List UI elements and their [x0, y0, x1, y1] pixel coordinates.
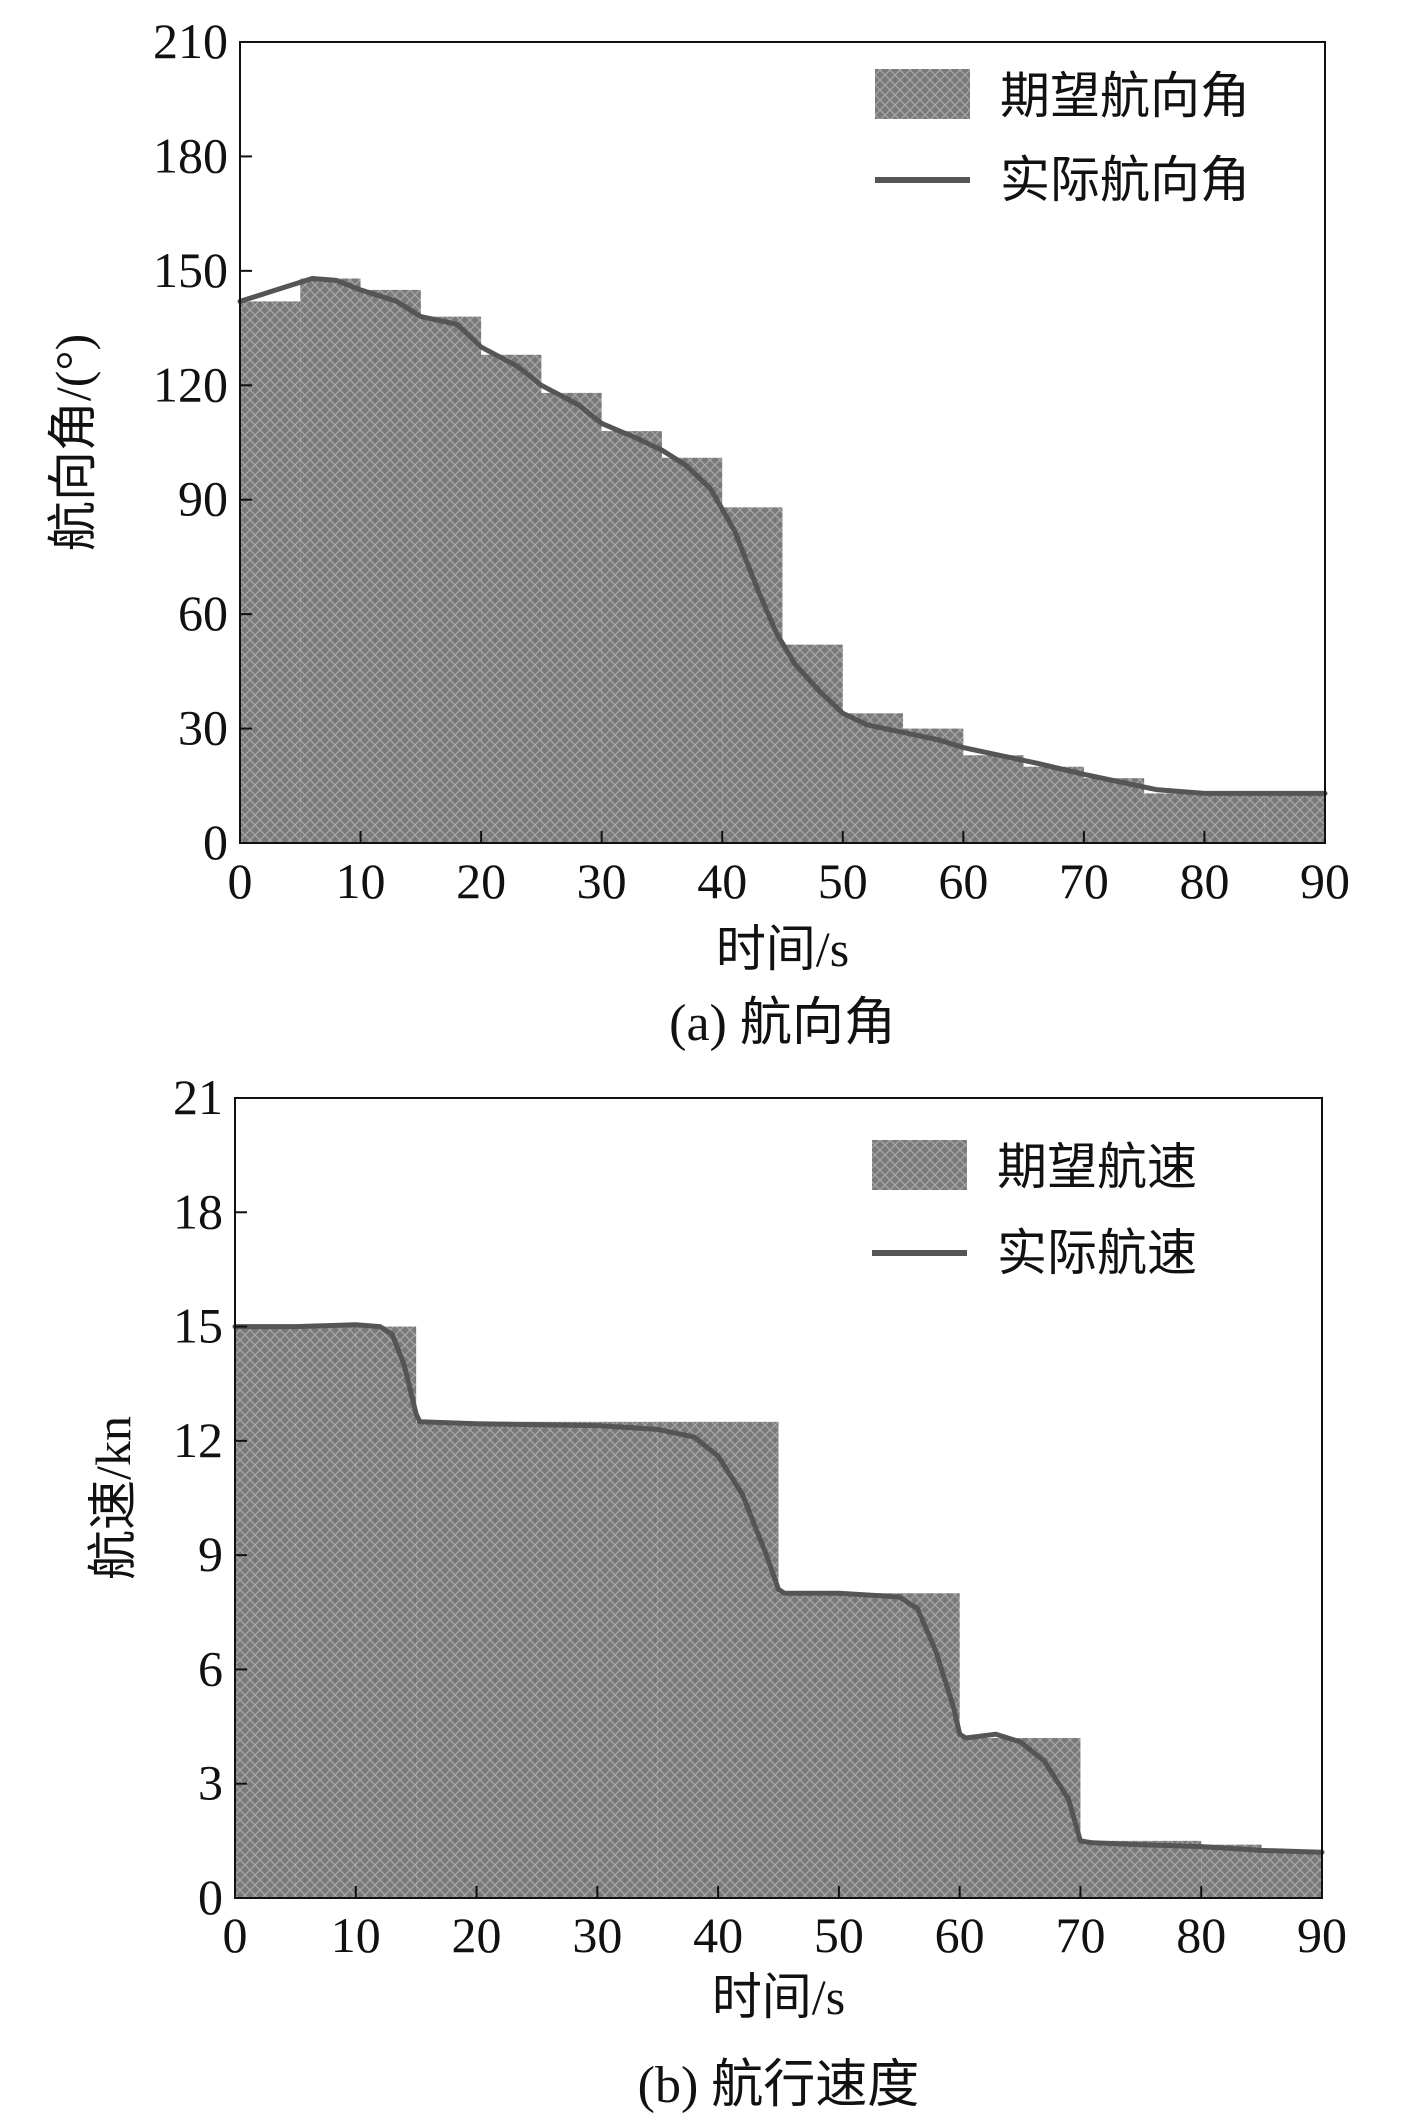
bar [778, 1593, 839, 1898]
plot-frame [234, 1097, 1323, 1899]
bar [416, 1421, 477, 1898]
chart-heading-angle: 0 30 60 90 120 150 180 210 0 10 20 30 40 50 60 70 80 90 时间… [45, 13, 1350, 1052]
x-tick-label: 80 [1179, 853, 1229, 909]
y-axis-label: 航向角/(°) [45, 334, 101, 551]
y-tick-label: 210 [153, 13, 228, 69]
bar [597, 1421, 658, 1898]
x-tick-label: 0 [223, 1907, 248, 1963]
chart-speed: 0 3 6 9 12 15 18 21 0 10 20 30 40 50 60 70 80 90 时间/s 航速/kn… [85, 1070, 1347, 2114]
bar [295, 1326, 356, 1898]
bar [1264, 793, 1325, 843]
y-tick-label: 90 [178, 471, 228, 527]
y-tick-label: 120 [153, 356, 228, 412]
x-tick-label: 30 [572, 1907, 622, 1963]
legend-label-actual: 实际航速 [997, 1225, 1197, 1281]
y-tick-label: 30 [178, 700, 228, 756]
x-tick-label: 40 [697, 853, 747, 909]
bar [420, 316, 482, 844]
bar [360, 289, 421, 843]
y-tick-label: 12 [173, 1412, 223, 1468]
bar [899, 1593, 960, 1898]
x-tick-label: 30 [577, 853, 627, 909]
bar [657, 1421, 719, 1898]
y-tick-label: 15 [173, 1298, 223, 1354]
x-tick-label: 0 [228, 853, 253, 909]
x-tick-label: 90 [1300, 853, 1350, 909]
bar-series [235, 1326, 1322, 1898]
x-tick-label: 60 [938, 853, 988, 909]
bar [959, 1738, 1021, 1898]
bar-series [240, 278, 1325, 844]
legend-label-expected: 期望航向角 [1000, 68, 1250, 124]
y-axis-label: 航速/kn [85, 1416, 141, 1580]
x-tick-label: 80 [1176, 1907, 1226, 1963]
bar [601, 431, 662, 843]
y-tick-label: 0 [203, 814, 228, 870]
figure-caption: (b) 航行速度 [638, 2057, 920, 2114]
x-axis-label: 时间/s [712, 1969, 845, 2025]
x-tick-label: 70 [1055, 1907, 1105, 1963]
bar [476, 1421, 537, 1898]
x-tick-label: 50 [814, 1907, 864, 1963]
bar [300, 278, 361, 843]
bar [1023, 766, 1084, 843]
y-tick-label: 180 [153, 127, 228, 183]
bar [1140, 1840, 1202, 1898]
bar [782, 644, 843, 843]
bar [963, 755, 1024, 843]
bar [355, 1326, 417, 1898]
y-tick-label: 60 [178, 585, 228, 641]
series-line [232, 1322, 1325, 1855]
bar [838, 1593, 900, 1898]
bar [240, 301, 301, 843]
bar [1204, 793, 1265, 843]
bar [718, 1421, 779, 1898]
bar [536, 1421, 598, 1898]
y-tick-label: 3 [198, 1755, 223, 1811]
bar [722, 507, 783, 843]
bar [1144, 793, 1205, 843]
x-tick-label: 20 [452, 1907, 502, 1963]
legend-label-actual: 实际航向角 [1000, 152, 1250, 208]
bar [1083, 778, 1145, 843]
legend-swatch-bars [872, 1140, 967, 1190]
legend-label-expected: 期望航速 [997, 1139, 1197, 1195]
x-axis-label: 时间/s [716, 921, 849, 977]
x-tick-label: 90 [1297, 1907, 1347, 1963]
bar [1020, 1738, 1081, 1898]
bar [842, 713, 904, 843]
y-tick-label: 18 [173, 1183, 223, 1239]
bar [1080, 1840, 1141, 1898]
bar [541, 392, 602, 843]
bar [1201, 1844, 1262, 1898]
x-tick-label: 20 [456, 853, 506, 909]
y-tick-label: 0 [198, 1869, 223, 1925]
bar [235, 1326, 296, 1898]
bar [903, 728, 964, 843]
bar [481, 354, 542, 843]
x-tick-label: 10 [331, 1907, 381, 1963]
y-tick-label: 9 [198, 1526, 223, 1582]
bar [661, 457, 723, 843]
x-tick-label: 60 [935, 1907, 985, 1963]
x-tick-label: 50 [818, 853, 868, 909]
x-tick-label: 10 [336, 853, 386, 909]
x-tick-label: 70 [1059, 853, 1109, 909]
y-tick-label: 6 [198, 1640, 223, 1696]
y-tick-label: 21 [173, 1070, 223, 1125]
y-tick-label: 150 [153, 242, 228, 298]
legend-swatch-bars [875, 69, 970, 119]
series-line [237, 276, 1328, 796]
figure-caption: (a) 航向角 [669, 995, 896, 1052]
plot-frame [239, 41, 1326, 844]
bar [1261, 1852, 1322, 1898]
x-tick-label: 40 [693, 1907, 743, 1963]
